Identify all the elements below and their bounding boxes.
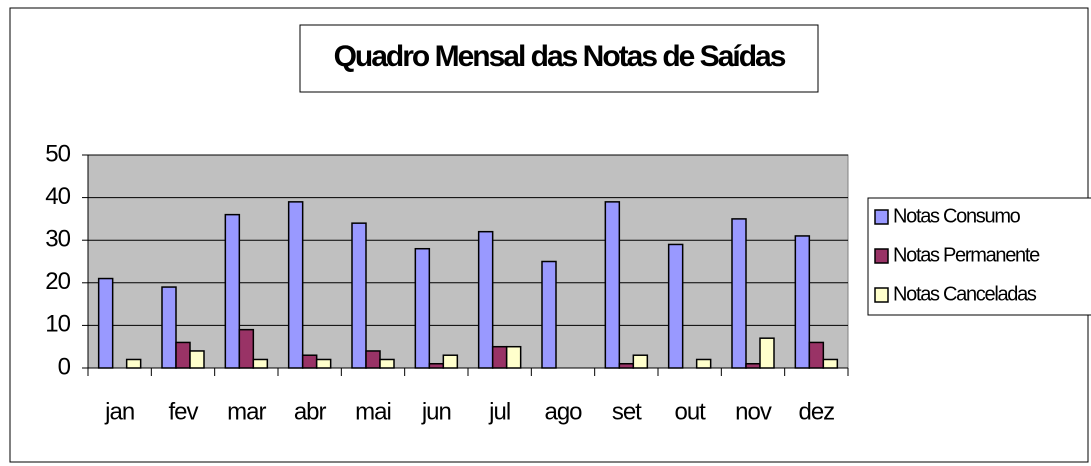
bar (745, 362, 761, 369)
bar (604, 201, 621, 369)
bar (618, 362, 635, 369)
x-tick-label: out (674, 398, 706, 425)
y-tick-label: 40 (45, 183, 70, 210)
bar (428, 362, 445, 369)
legend-swatch (874, 248, 889, 264)
bar (822, 358, 839, 369)
x-tick-label: dez (798, 398, 834, 425)
x-tick-label: jun (421, 398, 451, 425)
y-tick-label: 0 (58, 353, 71, 380)
title-box (299, 24, 819, 93)
chart-title: Quadro Mensal das Notas de Saídas (334, 40, 786, 73)
bar (315, 358, 332, 369)
bar (491, 345, 508, 369)
legend-label: Notas Consumo (893, 205, 1021, 227)
bar (97, 277, 114, 369)
bar (505, 345, 522, 369)
x-tick-label: set (612, 398, 642, 425)
bar (759, 337, 775, 369)
bar (189, 350, 205, 369)
x-tick-label: jan (104, 398, 134, 425)
plot-area (87, 154, 849, 369)
legend-label: Notas Canceladas (893, 283, 1037, 305)
legend-swatch (874, 287, 889, 303)
bar (301, 354, 318, 369)
bar (287, 201, 304, 369)
bar (125, 358, 142, 369)
bar (794, 235, 811, 369)
bar (414, 247, 431, 369)
y-tick-label: 10 (45, 311, 70, 338)
bar (731, 218, 747, 369)
bar (238, 328, 255, 369)
bar (365, 350, 381, 369)
x-tick-label: mar (227, 398, 266, 425)
x-tick-label: ago (544, 398, 582, 425)
x-tick-label: jul (488, 398, 510, 425)
legend-box (867, 197, 1091, 316)
bar (175, 341, 191, 369)
y-tick-label: 20 (45, 268, 70, 295)
bar (808, 341, 825, 369)
x-tick-label: abr (294, 398, 327, 425)
bar (351, 222, 367, 369)
bar (252, 358, 269, 369)
x-tick-label: nov (735, 398, 772, 425)
y-tick-label: 50 (45, 140, 70, 167)
bar (541, 260, 557, 369)
y-tick-label: 30 (45, 226, 70, 253)
legend-swatch (874, 209, 889, 225)
bar (224, 213, 241, 369)
legend-label: Notas Permanente (893, 244, 1040, 266)
bar (379, 358, 395, 369)
bar (477, 230, 494, 369)
bar (632, 354, 649, 369)
bar (695, 358, 712, 369)
bar (161, 286, 177, 369)
x-tick-label: mai (355, 398, 391, 425)
x-tick-label: fev (168, 398, 198, 425)
bar (667, 243, 684, 369)
bar (442, 354, 459, 369)
